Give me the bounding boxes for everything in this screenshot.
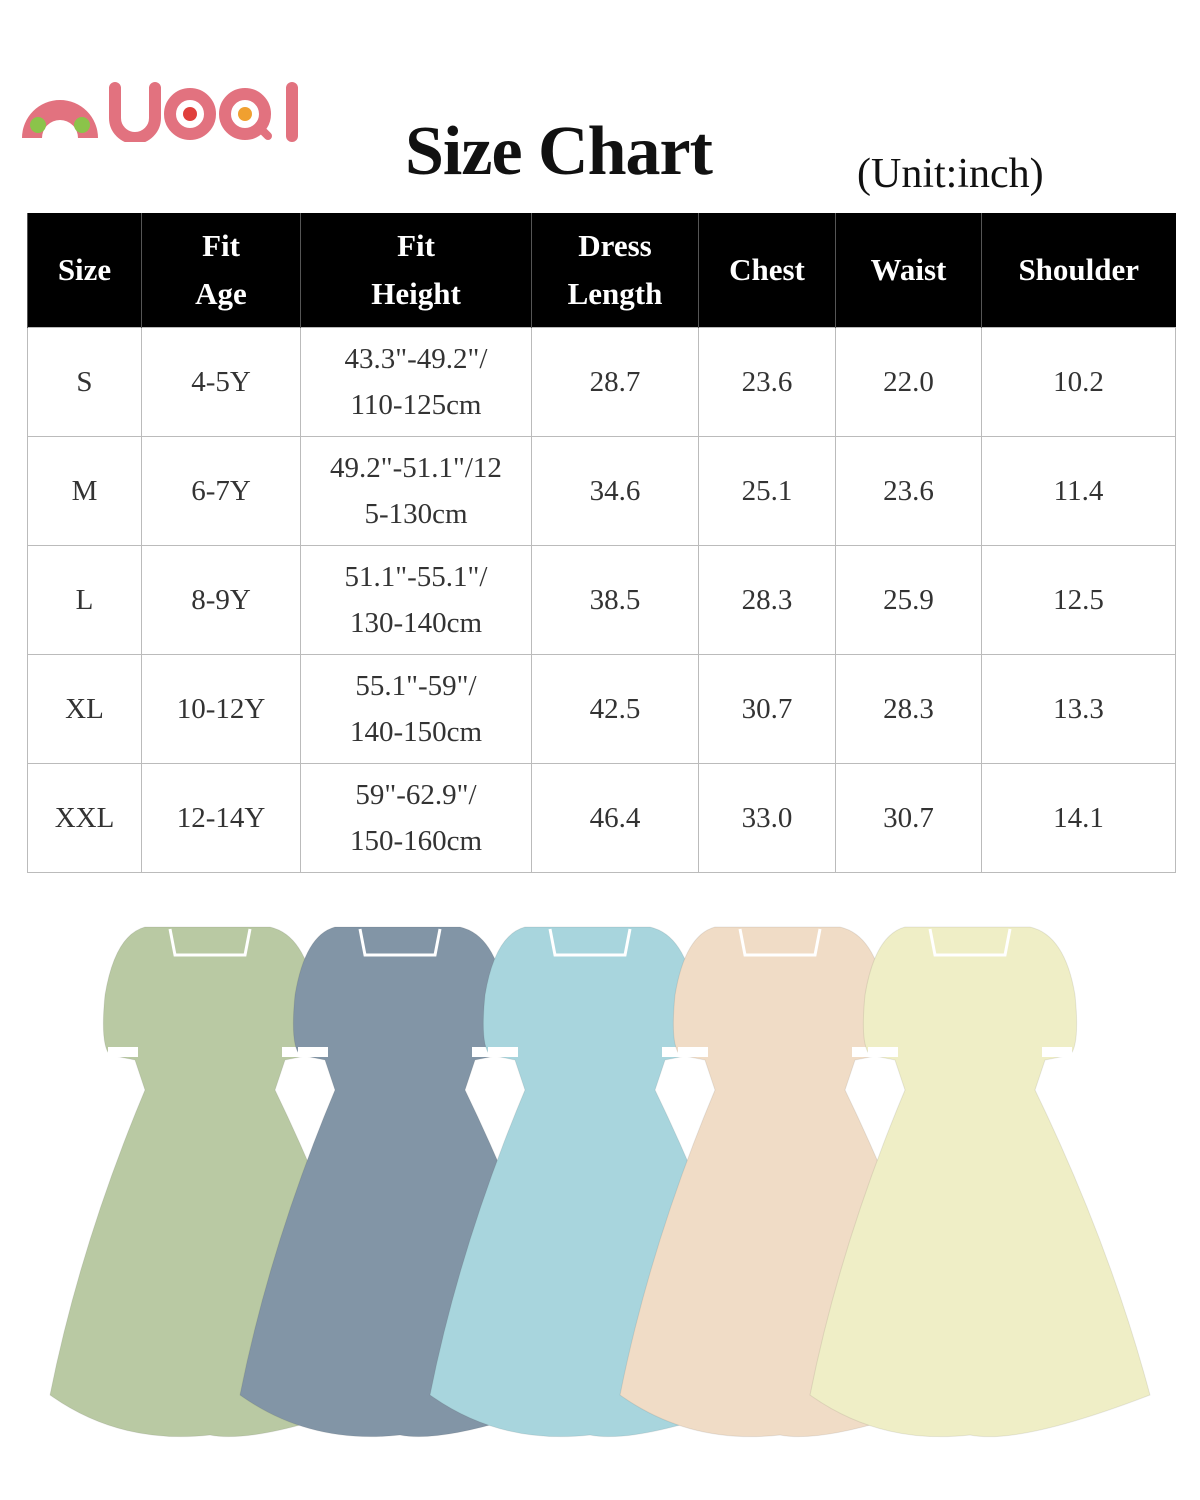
cell-size: XXL <box>27 763 142 873</box>
cell-chest: 25.1 <box>698 436 836 546</box>
cell-shoulder: 14.1 <box>981 763 1176 873</box>
cell-height: 59"-62.9"/150-160cm <box>300 763 532 873</box>
table-row: S 4-5Y 43.3"-49.2"/110-125cm 28.7 23.6 22.0 10… <box>27 327 1176 437</box>
cell-chest: 28.3 <box>698 545 836 655</box>
cell-age: 8-9Y <box>141 545 301 655</box>
cell-height: 51.1"-55.1"/130-140cm <box>300 545 532 655</box>
cell-size: XL <box>27 654 142 764</box>
brand-logo <box>22 82 298 142</box>
table-row: M 6-7Y 49.2"-51.1"/12 5-130cm 34.6 25.1 23.6 11… <box>27 436 1176 546</box>
cell-shoulder: 10.2 <box>981 327 1176 437</box>
cell-chest: 30.7 <box>698 654 836 764</box>
header-shoulder: Shoulder <box>981 213 1176 328</box>
cell-waist: 25.9 <box>835 545 982 655</box>
header-chest: Chest <box>698 213 836 328</box>
cell-size: S <box>27 327 142 437</box>
cell-length: 42.5 <box>531 654 699 764</box>
table-row: L 8-9Y 51.1"-55.1"/130-140cm 38.5 28.3 25.9 12… <box>27 545 1176 655</box>
cell-age: 4-5Y <box>141 327 301 437</box>
header-size: Size <box>27 213 142 328</box>
cell-length: 38.5 <box>531 545 699 655</box>
page-title: Size Chart <box>405 113 713 190</box>
cell-chest: 33.0 <box>698 763 836 873</box>
cell-height: 43.3"-49.2"/110-125cm <box>300 327 532 437</box>
unit-label: (Unit:inch) <box>857 151 1044 197</box>
cell-shoulder: 13.3 <box>981 654 1176 764</box>
dress-image <box>809 926 1151 1438</box>
header-fit-age: Fit Age <box>141 213 301 328</box>
cell-size: L <box>27 545 142 655</box>
cell-height: 49.2"-51.1"/12 5-130cm <box>300 436 532 546</box>
cell-waist: 23.6 <box>835 436 982 546</box>
cell-chest: 23.6 <box>698 327 836 437</box>
dress-product-photos <box>49 926 1151 1438</box>
table-row: XXL 12-14Y 59"-62.9"/150-160cm 46.4 33.0 30.7… <box>27 763 1176 873</box>
cell-waist: 22.0 <box>835 327 982 437</box>
header-waist: Waist <box>835 213 982 328</box>
cell-length: 28.7 <box>531 327 699 437</box>
header-fit-height: Fit Height <box>300 213 532 328</box>
cell-length: 46.4 <box>531 763 699 873</box>
cell-waist: 30.7 <box>835 763 982 873</box>
cell-shoulder: 12.5 <box>981 545 1176 655</box>
size-chart-table: Size Fit Age Fit Height Dress Length Chest … <box>27 213 1176 873</box>
cell-age: 10-12Y <box>141 654 301 764</box>
cell-shoulder: 11.4 <box>981 436 1176 546</box>
cell-height: 55.1"-59"/140-150cm <box>300 654 532 764</box>
table-header-row: Size Fit Age Fit Height Dress Length Chest … <box>27 213 1176 328</box>
header-dress-length: Dress Length <box>531 213 699 328</box>
cell-age: 12-14Y <box>141 763 301 873</box>
cell-length: 34.6 <box>531 436 699 546</box>
cell-size: M <box>27 436 142 546</box>
table-row: XL 10-12Y 55.1"-59"/140-150cm 42.5 30.7 28.3 1… <box>27 654 1176 764</box>
cell-age: 6-7Y <box>141 436 301 546</box>
cell-waist: 28.3 <box>835 654 982 764</box>
